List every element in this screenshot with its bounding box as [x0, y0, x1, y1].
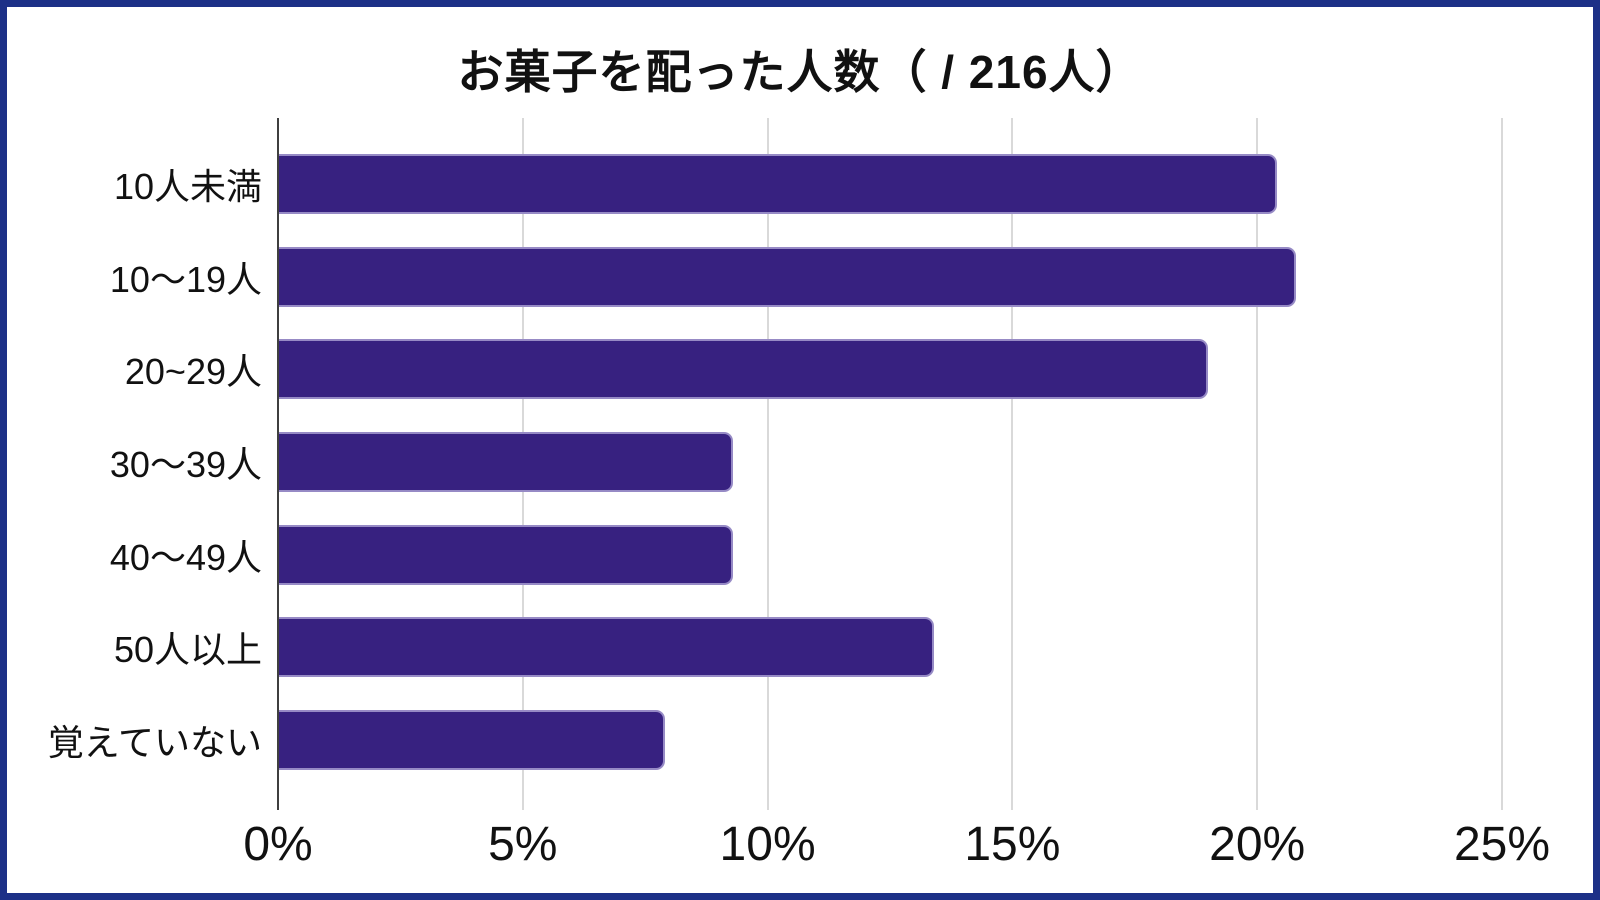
y-axis-labels: 10人未満 10〜19人 20~29人 30〜39人 40〜49人 50人以上 …	[7, 118, 262, 810]
x-tick-label: 20%	[1209, 818, 1306, 871]
bar	[278, 524, 734, 585]
x-tick-label: 5%	[488, 818, 558, 871]
x-tick-label: 0%	[243, 818, 313, 871]
category-label: 40〜49人	[109, 536, 262, 578]
bar	[278, 617, 935, 678]
category-label: 覚えていない	[47, 722, 262, 764]
bar	[278, 710, 665, 771]
x-tick-label: 10%	[719, 818, 816, 871]
bar	[278, 154, 1277, 214]
x-tick-label: 25%	[1453, 818, 1551, 871]
gridline-10pct	[766, 118, 769, 810]
gridline-25pct	[1501, 118, 1503, 810]
category-label: 10人未満	[113, 166, 262, 207]
bar	[278, 339, 1209, 400]
category-label: 30〜39人	[109, 444, 262, 485]
gridline-15pct	[1011, 118, 1014, 810]
category-label: 20~29人	[124, 351, 262, 393]
y-axis-line	[277, 118, 279, 810]
x-axis-labels: 0% 5% 10% 15% 20% 25%	[243, 818, 1550, 881]
plot-area	[277, 118, 1503, 810]
bar	[278, 246, 1297, 307]
chart-title: お菓子を配った人数（ / 216人）	[457, 46, 1143, 98]
gridline-20pct	[1256, 118, 1259, 810]
category-label: 10〜19人	[109, 258, 262, 300]
bar	[278, 432, 734, 492]
category-label: 50人以上	[113, 629, 262, 671]
x-tick-label: 15%	[964, 818, 1061, 871]
